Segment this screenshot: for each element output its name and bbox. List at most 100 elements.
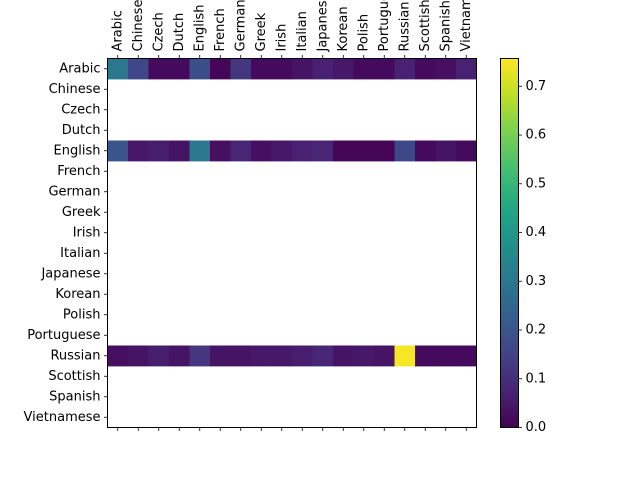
colorbar-frame <box>500 58 519 428</box>
heatmap-cell <box>271 345 293 367</box>
heatmap-cell <box>353 58 375 80</box>
heatmap-cell <box>353 345 375 367</box>
x-tick-label: Vietnam <box>459 0 474 52</box>
heatmap-cell <box>148 58 170 80</box>
heatmap-cell <box>169 58 190 80</box>
x-tick-label: Greek <box>254 12 269 51</box>
colorbar-tick-label: 0.6 <box>526 128 547 143</box>
x-tick-label: English <box>192 5 207 52</box>
x-tick-label: Polish <box>356 14 371 52</box>
y-axis-ticks <box>104 68 108 418</box>
heatmap-cell <box>271 58 293 80</box>
heatmap-cell <box>333 140 354 162</box>
heatmap-cell <box>435 140 457 162</box>
heatmap-cell <box>312 140 334 162</box>
heatmap-cell <box>251 345 272 367</box>
y-tick-label: Italian <box>60 246 100 261</box>
heatmap-cell <box>107 58 129 80</box>
x-tick-label: German <box>233 0 248 52</box>
x-tick-label: Japanese <box>315 0 330 53</box>
x-tick-label: Arabic <box>110 10 125 51</box>
heatmap-cell <box>415 345 436 367</box>
heatmap-cell <box>415 58 436 80</box>
x-tick-label: Korean <box>336 6 351 51</box>
colorbar-tick-label: 0.5 <box>526 176 547 191</box>
colorbar-tick-label: 0.3 <box>526 274 547 289</box>
heatmap-cell <box>374 58 395 80</box>
heatmap-cell <box>189 345 211 367</box>
colorbar-tick-label: 0.7 <box>526 79 547 94</box>
heatmap-cell <box>210 345 231 367</box>
y-tick-label: Irish <box>73 225 101 240</box>
x-tick-label: Dutch <box>172 13 187 52</box>
colorbar-tick-label: 0.1 <box>526 371 547 386</box>
heatmap-cell <box>353 140 375 162</box>
y-tick-label: Polish <box>63 307 101 322</box>
x-tick-label: Scottish <box>418 0 433 52</box>
heatmap-cell <box>456 345 477 367</box>
y-tick-label: Czech <box>61 102 100 117</box>
x-tick-label: Chinese <box>131 0 146 52</box>
heatmap-cell <box>128 345 149 367</box>
heatmap-cell <box>292 345 313 367</box>
heatmap-cell <box>394 140 416 162</box>
colorbar-tick-label: 0.2 <box>526 323 547 338</box>
y-tick-label: Spanish <box>49 389 100 404</box>
colorbar-tick-label: 0.0 <box>526 420 547 435</box>
heatmap-cell <box>251 140 272 162</box>
y-tick-label: Dutch <box>62 123 101 138</box>
heatmap-cell <box>312 58 334 80</box>
x-tick-label: Czech <box>151 12 166 51</box>
y-tick-label: German <box>48 184 100 199</box>
heatmap-cell <box>169 345 190 367</box>
colorbar-tick-label: 0.4 <box>526 225 547 240</box>
heatmap-cells <box>107 58 477 367</box>
heatmap-cell <box>169 140 190 162</box>
x-tick-label: French <box>213 8 228 51</box>
heatmap-cell <box>394 345 416 367</box>
y-tick-label: Japanese <box>40 266 100 281</box>
heatmap-cell <box>435 345 457 367</box>
heatmap-cell <box>333 345 354 367</box>
x-tick-label: Irish <box>274 24 289 52</box>
heatmap-cell <box>189 140 211 162</box>
heatmap-cell <box>456 58 477 80</box>
y-axis-tick-labels: Arabic Chinese Czech Dutch English French Germ… <box>24 61 101 425</box>
x-tick-label: Russian <box>397 1 412 51</box>
y-tick-label: English <box>54 143 101 158</box>
x-tick-label: Italian <box>295 11 310 51</box>
y-tick-label: Korean <box>55 287 100 302</box>
colorbar <box>500 58 519 428</box>
heatmap-cell <box>333 58 354 80</box>
heatmap-cell <box>456 140 477 162</box>
heatmap-cell <box>415 140 436 162</box>
heatmap-cell <box>210 140 231 162</box>
heatmap-cell <box>292 140 313 162</box>
x-axis-ticks <box>117 55 467 431</box>
heatmap-cell <box>230 345 252 367</box>
heatmap-cell <box>107 345 129 367</box>
heatmap-cell <box>251 58 272 80</box>
y-tick-label: Chinese <box>49 82 101 97</box>
x-tick-label: Portugue <box>377 0 392 52</box>
y-tick-label: Greek <box>62 205 101 220</box>
heatmap-cell <box>374 140 395 162</box>
heatmap-cell <box>394 58 416 80</box>
heatmap-cell <box>230 140 252 162</box>
heatmap-cell <box>128 140 149 162</box>
heatmap-cell <box>312 345 334 367</box>
plot-frame <box>107 58 477 428</box>
heatmap-cell <box>292 58 313 80</box>
heatmap-cell <box>148 140 170 162</box>
heatmap-cell <box>128 58 149 80</box>
y-tick-label: Arabic <box>59 61 100 76</box>
y-tick-label: Vietnamese <box>24 410 101 425</box>
x-tick-label: Spanish <box>438 0 453 51</box>
y-tick-label: Portuguese <box>27 328 100 343</box>
x-axis-tick-labels: Arabic Chinese Czech Dutch English French Germ… <box>110 0 474 53</box>
heatmap-cell <box>210 58 231 80</box>
heatmap-cell <box>230 58 252 80</box>
heatmap-cell <box>189 58 211 80</box>
heatmap-cell <box>374 345 395 367</box>
